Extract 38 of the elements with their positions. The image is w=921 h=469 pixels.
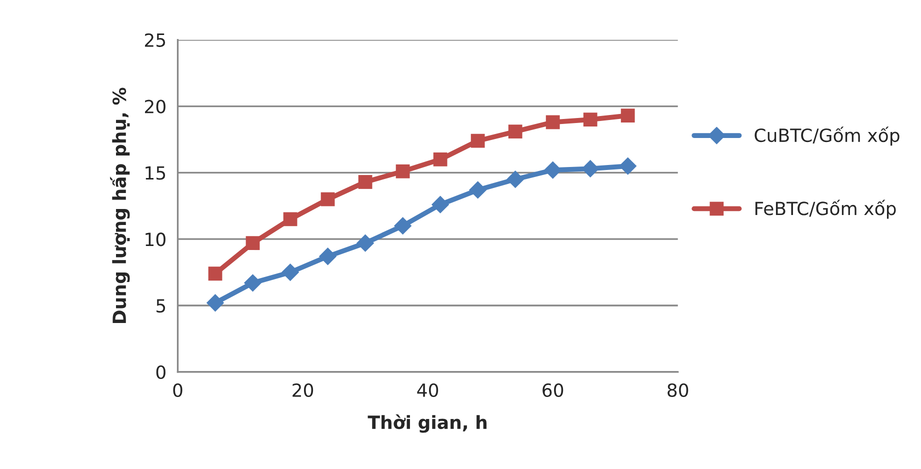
point [358, 175, 372, 189]
point [320, 192, 335, 206]
point [468, 181, 487, 199]
point [394, 216, 412, 235]
y-tick-label: 15 [146, 166, 166, 180]
point [508, 124, 522, 138]
y-tick-label: 20 [144, 100, 166, 114]
point [246, 236, 260, 250]
point [546, 115, 560, 130]
y-axis-title: Dung lượng hấp phụ, % [110, 88, 130, 323]
x-axis-title: Thời gian, h [368, 414, 486, 433]
x-tick-label: 20 [292, 383, 314, 398]
x-tick-label: 0 [173, 383, 182, 398]
legend-label: FeBTC/Gốm xốp [755, 200, 896, 219]
point [318, 248, 337, 266]
point [619, 157, 637, 175]
point [506, 170, 524, 188]
point [283, 212, 298, 226]
point [470, 134, 485, 148]
x-tick-label: 60 [542, 383, 564, 398]
y-tick-label: 0 [156, 365, 166, 380]
point [281, 263, 300, 282]
point [396, 164, 410, 178]
point [356, 234, 374, 252]
point [431, 196, 450, 214]
point [582, 160, 600, 178]
x-tick-label: 80 [668, 383, 688, 398]
x-tick-label: 40 [417, 383, 438, 398]
point [620, 108, 635, 123]
y-tick-label: 25 [144, 33, 166, 47]
point [433, 152, 448, 166]
y-tick-label: 10 [146, 232, 166, 246]
point [583, 112, 598, 126]
point [244, 274, 262, 292]
point [208, 266, 222, 281]
y-tick-label: 5 [156, 299, 166, 313]
legend-label: CuBTC/Gốm xốp [754, 126, 900, 146]
point [206, 294, 224, 312]
